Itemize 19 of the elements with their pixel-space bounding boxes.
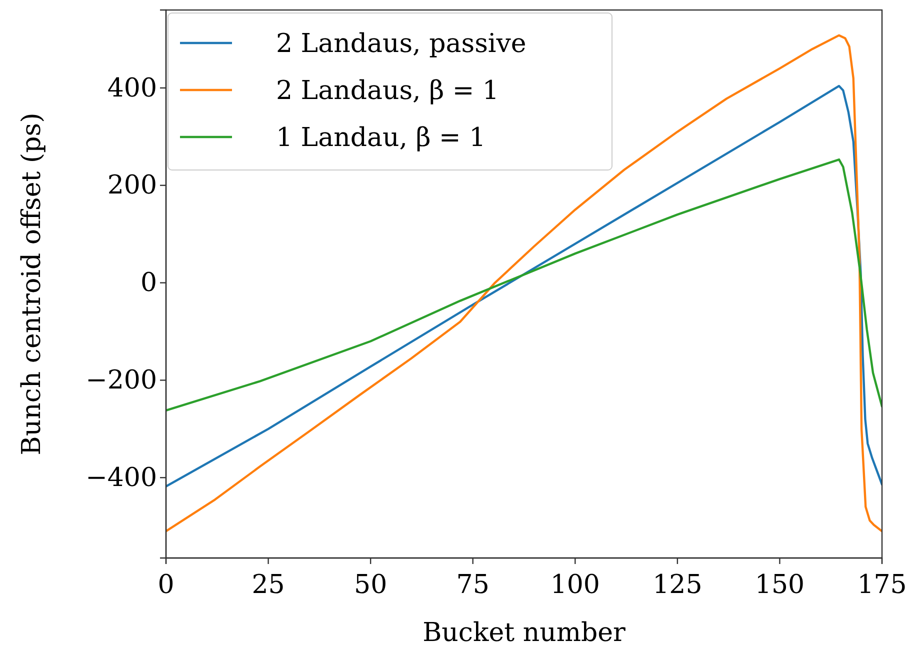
y-tick-label: −200	[86, 366, 157, 396]
line-series	[166, 158, 882, 412]
x-tick-label: 25	[252, 570, 285, 600]
legend-label: 1 Landau, β = 1	[276, 123, 486, 153]
legend-label: 2 Landaus, β = 1	[276, 76, 499, 106]
x-tick-label: 100	[550, 570, 600, 600]
legend-label: 2 Landaus, passive	[276, 29, 526, 59]
x-tick-label: 50	[354, 570, 388, 600]
x-tick-label: 125	[652, 570, 702, 600]
x-tick-label: 75	[456, 570, 490, 600]
y-tick-label: 200	[107, 170, 157, 201]
x-axis-title: Bucket number	[422, 618, 626, 648]
x-tick-label: 150	[754, 570, 805, 600]
y-tick-label: −400	[86, 462, 157, 493]
y-tick-label: 0	[140, 268, 157, 298]
y-tick-label: 400	[107, 73, 157, 104]
y-axis-title: Bunch centroid offset (ps)	[17, 112, 47, 456]
x-tick-label: 175	[857, 570, 907, 600]
line-series	[166, 34, 882, 532]
